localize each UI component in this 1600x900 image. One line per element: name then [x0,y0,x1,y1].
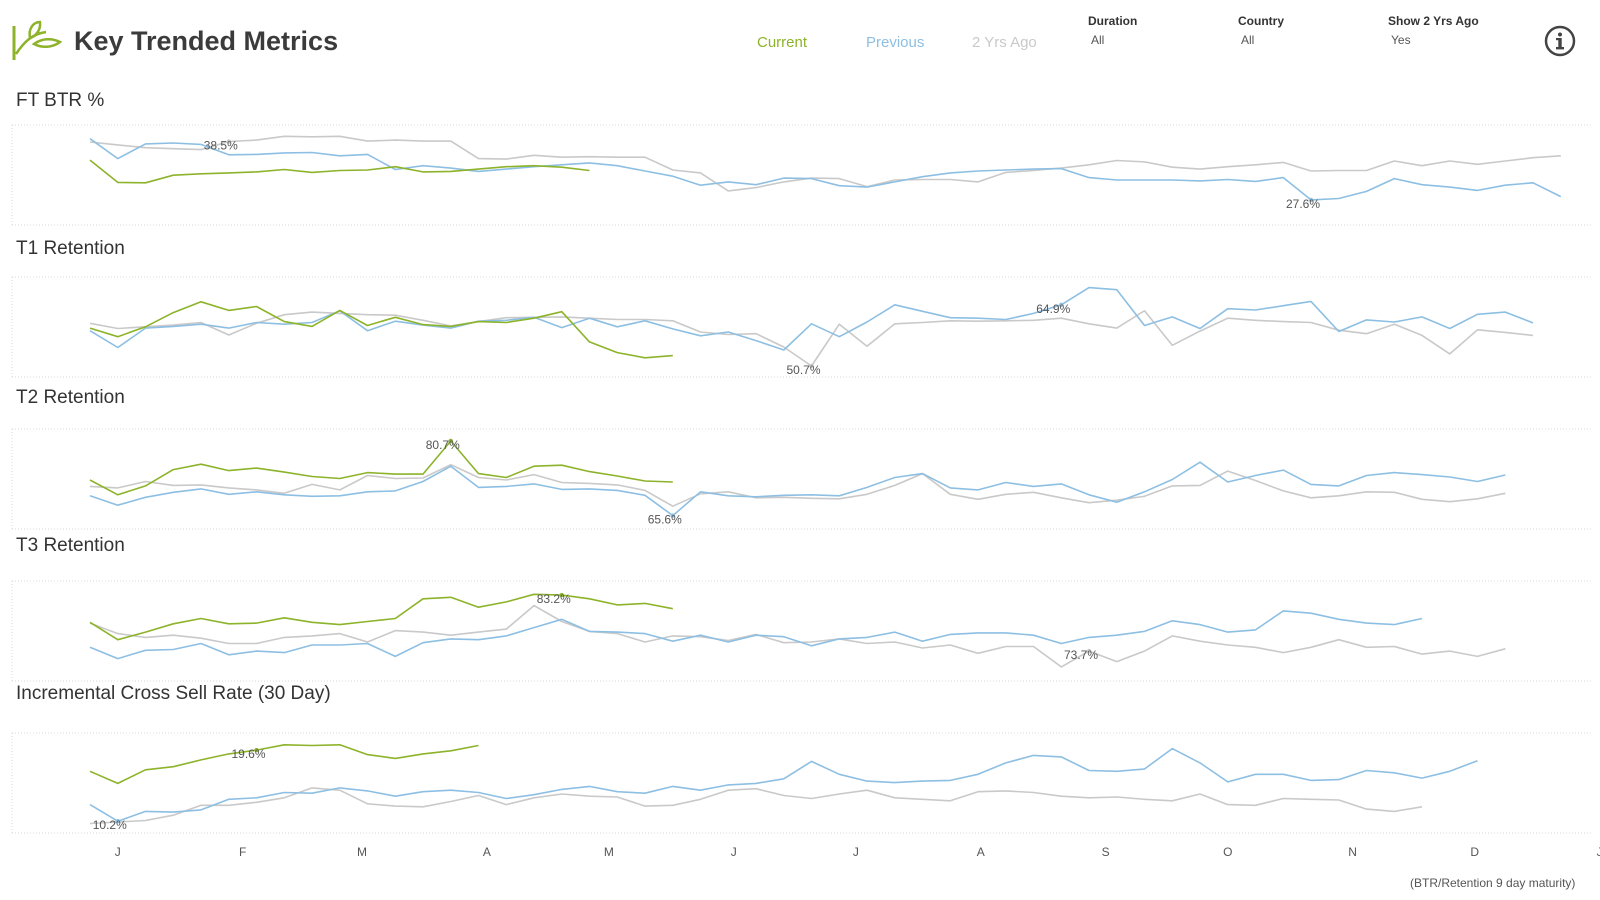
series-line-current [89,743,479,785]
dashboard-header: Key Trended Metrics Current Previous 2 Y… [0,0,1600,88]
duration-filter[interactable]: Duration All [1088,14,1137,47]
x-tick-label: O [1223,845,1232,859]
annotation-marker [1059,302,1064,308]
data-label: 38.5% [204,139,238,153]
series-line-current [89,300,673,359]
panel-title-ft-btr: FT BTR % [16,90,105,111]
x-tick-label: J [115,845,121,859]
annotation-marker [1308,197,1314,203]
series-line-previous [89,138,1562,201]
data-label: 19.6% [231,747,265,761]
x-tick-label: D [1470,845,1479,859]
series-line-previous [89,610,1423,660]
series-line-previous [89,286,1534,351]
series-line-two-yrs-ago [89,604,1506,668]
footnote: (BTR/Retention 9 day maturity) [1410,876,1576,890]
legend-two-yrs-ago[interactable]: 2 Yrs Ago [972,34,1037,51]
annotation-marker [254,747,259,753]
legend-current[interactable]: Current [757,34,808,51]
x-tick-label: M [357,845,367,859]
series-line-current [89,593,673,641]
x-tick-label: S [1102,845,1110,859]
legend-previous[interactable]: Previous [866,34,925,51]
series-line-current [89,440,673,496]
show-2yrs-filter-label: Show 2 Yrs Ago [1388,14,1479,28]
annotation-marker [1086,648,1092,654]
series-line-two-yrs-ago [89,309,1534,367]
series-line-previous [89,747,1478,823]
data-label: 80.7% [426,438,460,452]
x-tick-label: F [239,845,246,859]
show-2yrs-filter[interactable]: Show 2 Yrs Ago Yes [1388,14,1479,47]
series-line-previous [89,461,1506,517]
country-filter-label: Country [1238,14,1284,28]
data-label: 10.2% [93,818,127,832]
page-title: Key Trended Metrics [74,26,339,56]
series-line-two-yrs-ago [89,463,1506,508]
data-label: 50.7% [786,363,820,377]
data-label: 64.9% [1036,302,1070,316]
country-filter-value[interactable]: All [1241,33,1255,47]
x-tick-label: A [483,845,491,859]
annotation-marker [670,513,675,518]
x-tick-label: J [731,845,737,859]
panel-title-cross-sell: Incremental Cross Sell Rate (30 Day) [16,683,331,704]
data-label: 65.6% [648,513,682,527]
annotation-marker [448,438,453,444]
x-tick-label: M [604,845,614,859]
leaf-logo-icon [12,20,63,60]
panel-title-t3-retention: T3 Retention [16,535,125,556]
series-line-two-yrs-ago [89,787,1423,825]
x-tick-label: J [1597,845,1600,859]
show-2yrs-filter-value[interactable]: Yes [1391,33,1411,47]
data-label: 27.6% [1286,197,1320,211]
info-icon[interactable] [1544,25,1576,57]
x-tick-label: J [853,845,859,859]
annotation-marker [809,363,814,369]
panel-title-t2-retention: T2 Retention [16,387,125,408]
data-label: 73.7% [1064,648,1098,662]
series-line-two-yrs-ago [89,135,1561,192]
data-label: 83.2% [537,592,571,606]
country-filter[interactable]: Country All [1238,14,1284,47]
panel-title-t1-retention: T1 Retention [16,238,125,259]
annotation-marker [226,139,231,144]
x-tick-label: N [1348,845,1357,859]
duration-filter-value[interactable]: All [1091,33,1105,47]
x-tick-label: A [977,845,985,859]
annotation-marker [115,819,120,824]
duration-filter-label: Duration [1088,14,1138,28]
annotation-marker [559,592,564,598]
series-line-current [89,159,590,184]
